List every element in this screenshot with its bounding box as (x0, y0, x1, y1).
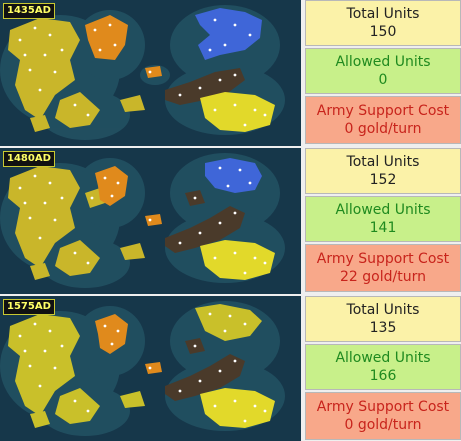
support-cost-panel: Army Support Cost 22 gold/turn (305, 244, 461, 292)
total-units-panel: Total Units 152 (305, 148, 461, 194)
allowed-units-panel: Allowed Units 141 (305, 196, 461, 242)
total-units-label: Total Units (346, 302, 420, 318)
year-label: 1435AD (3, 3, 55, 19)
allowed-units-label: Allowed Units (335, 54, 431, 70)
snapshot-row-1: 1435AD (0, 0, 461, 146)
allowed-units-value: 141 (369, 220, 397, 236)
total-units-panel: Total Units 135 (305, 296, 461, 342)
year-label: 1575AD (3, 299, 55, 315)
support-cost-label: Army Support Cost (316, 251, 450, 267)
total-units-value: 150 (369, 24, 397, 40)
allowed-units-panel: Allowed Units 0 (305, 48, 461, 94)
support-cost-value: 0 gold/turn (344, 417, 422, 433)
snapshot-row-2: 1480AD (0, 148, 461, 294)
total-units-label: Total Units (346, 154, 420, 170)
map-graphic (0, 153, 285, 288)
map-graphic (0, 5, 285, 140)
year-label: 1480AD (3, 151, 55, 167)
support-cost-label: Army Support Cost (316, 399, 450, 415)
support-cost-panel: Army Support Cost 0 gold/turn (305, 96, 461, 144)
total-units-value: 135 (369, 320, 397, 336)
support-cost-label: Army Support Cost (316, 103, 450, 119)
support-cost-panel: Army Support Cost 0 gold/turn (305, 392, 461, 440)
allowed-units-panel: Allowed Units 166 (305, 344, 461, 390)
total-units-panel: Total Units 150 (305, 0, 461, 46)
allowed-units-label: Allowed Units (335, 350, 431, 366)
total-units-value: 152 (369, 172, 397, 188)
world-map-2: 1480AD (0, 148, 301, 294)
map-graphic (0, 301, 285, 436)
allowed-units-value: 166 (369, 368, 397, 384)
allowed-units-label: Allowed Units (335, 202, 431, 218)
total-units-label: Total Units (346, 6, 420, 22)
snapshot-row-3: 1575AD (0, 296, 461, 441)
support-cost-value: 0 gold/turn (344, 121, 422, 137)
support-cost-value: 22 gold/turn (340, 269, 426, 285)
world-map-1: 1435AD (0, 0, 301, 146)
allowed-units-value: 0 (378, 72, 388, 88)
world-map-3: 1575AD (0, 296, 301, 441)
